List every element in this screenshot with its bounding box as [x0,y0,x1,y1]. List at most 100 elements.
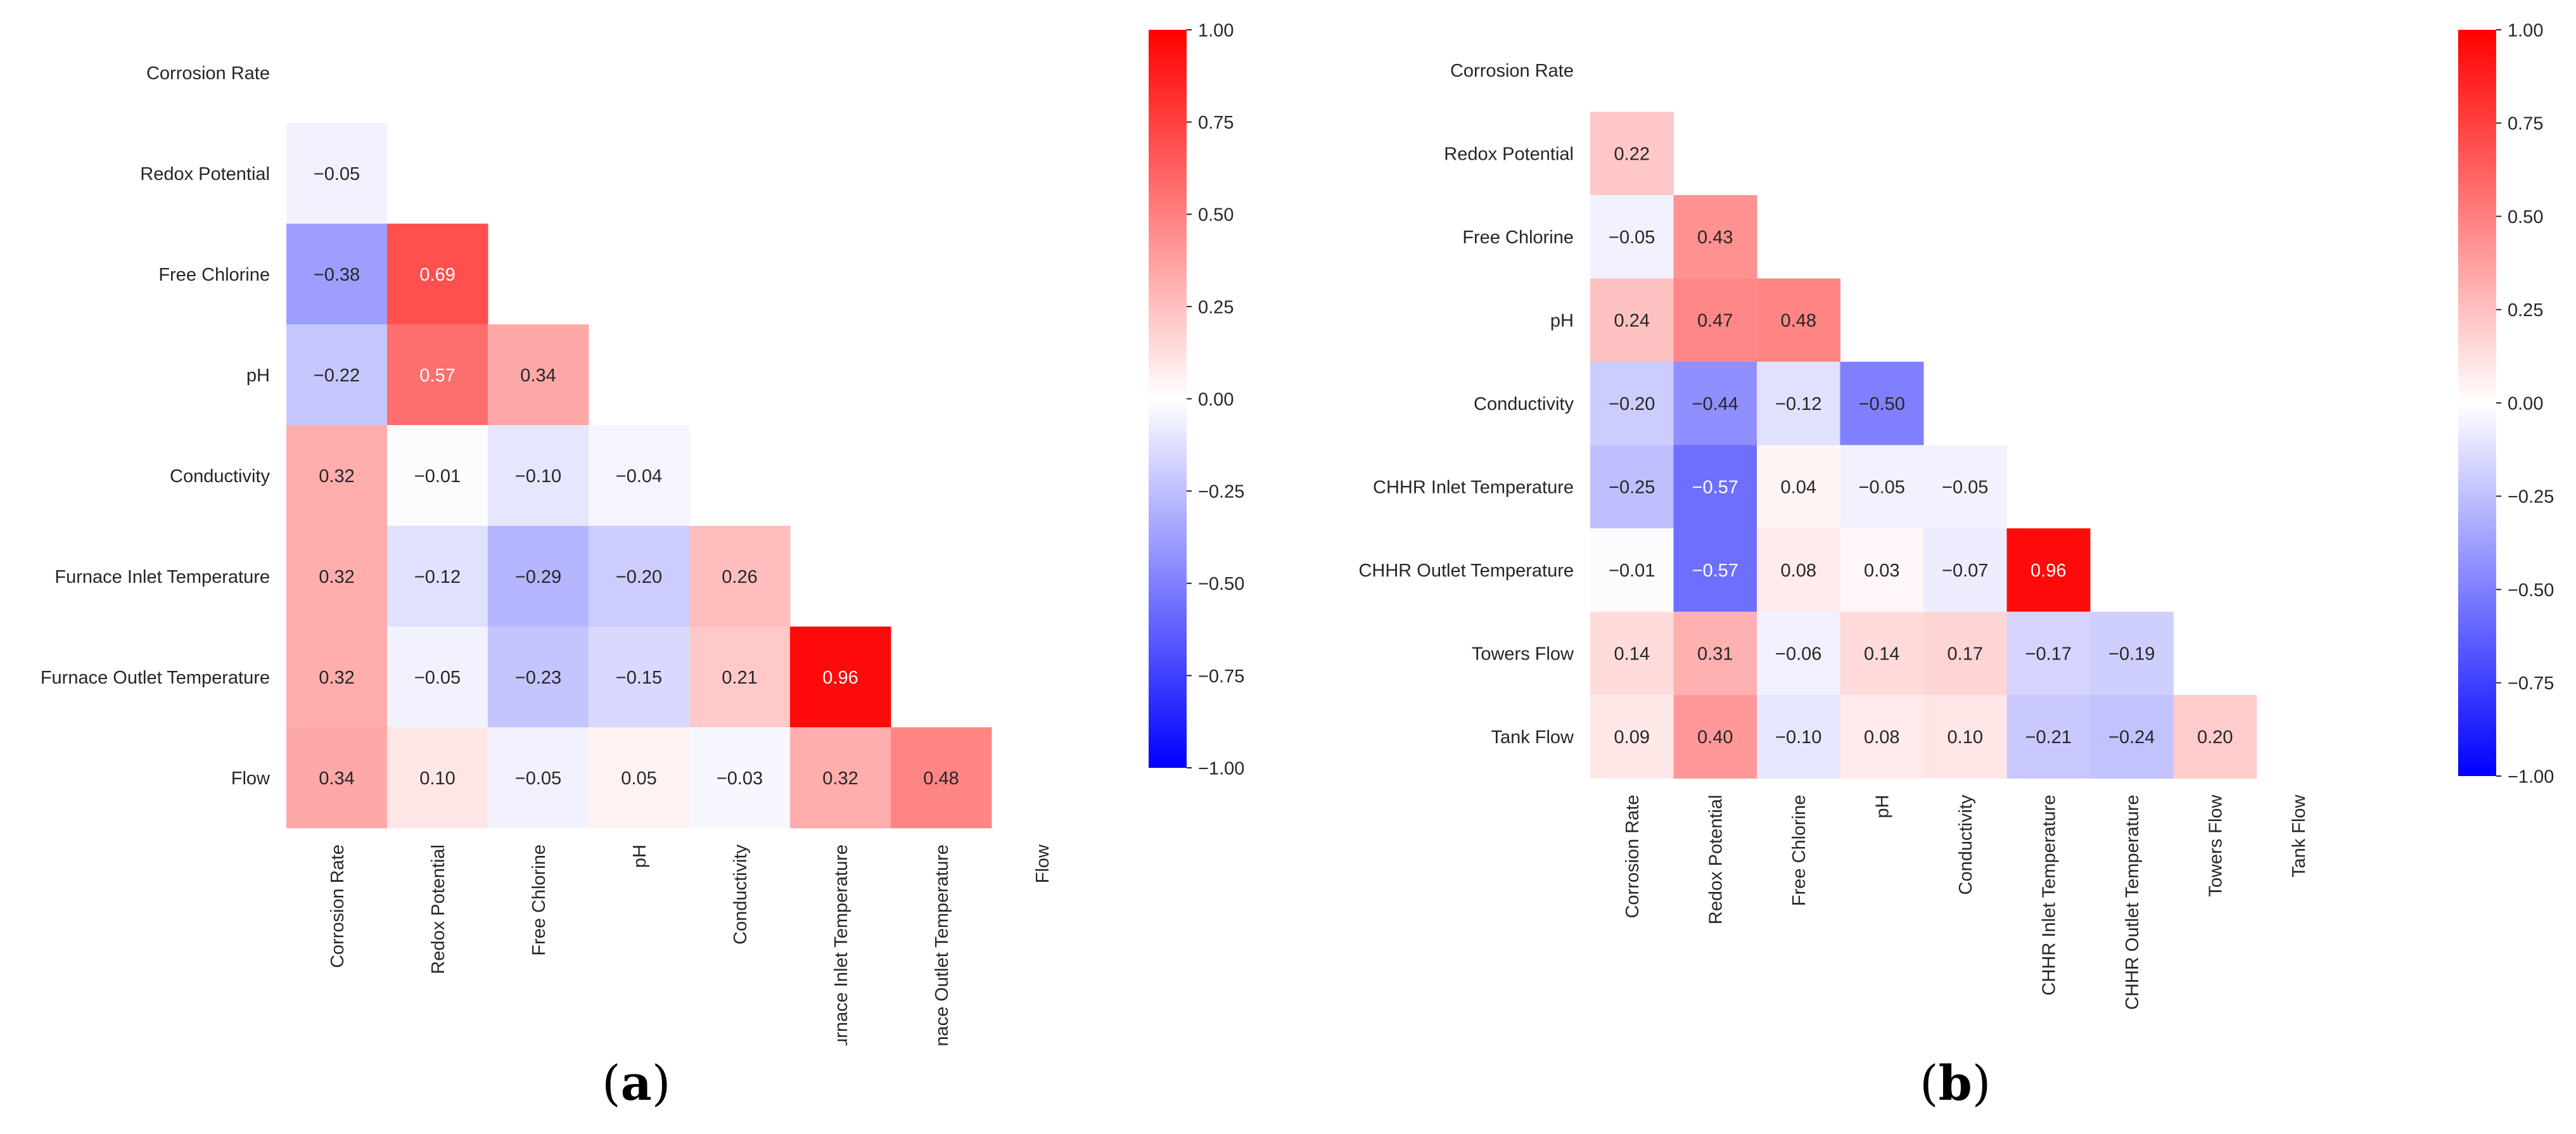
heatmap-a-col-label-2: Free Chlorine [529,844,549,956]
heatmap-b-cell-6-5 [2006,528,2091,612]
heatmap-b-cell-5-1 [1673,445,1757,529]
heatmap-a-cell-label-5-4: 0.26 [722,567,757,587]
heatmap-a-row-label-1: Redox Potential [140,164,270,184]
heatmap-a-cell-5-2 [488,526,589,627]
heatmap-a-cell-label-3-1: 0.57 [419,366,455,386]
heatmap-b-col-label-7: Towers Flow [2206,794,2226,896]
heatmap-a-row-label-7: Flow [231,768,271,789]
heatmap-b-col-label-0: Corrosion Rate [1623,795,1643,919]
heatmap-a-cell-7-0 [286,727,388,829]
heatmap-b-row-label-3: pH [1550,311,1574,331]
heatmap-a-cell-label-6-0: 0.32 [319,668,354,688]
heatmap-a-cell-6-1 [387,627,488,728]
heatmap-b-row-label-4: Conductivity [1474,394,1574,414]
heatmap-b-cell-4-1 [1673,362,1757,445]
heatmap-a-cell-3-1 [387,324,488,426]
colorbar-a-tick-label-4: 0.00 [1198,390,1234,410]
heatmap-b-cell-3-0 [1590,278,1674,362]
heatmap-b-cell-2-1 [1673,195,1757,279]
heatmap-b-row-label-2: Free Chlorine [1462,227,1574,248]
heatmap-b: 0.22 −0.05 0.43 0.24 0.47 0.48 −0.20 −0.44 −0.12… [1358,20,2554,1010]
heatmap-b-cell-1-0 [1590,111,1674,196]
heatmap-a-cell-2-1 [387,224,488,325]
heatmap-a-row-label-3: pH [246,366,270,386]
heatmap-b-cell-label-7-5: −0.17 [2025,644,2072,665]
colorbar-b-tick-label-7: −0.75 [2508,673,2554,694]
heatmap-b-cell-label-7-3: 0.14 [1864,644,1899,665]
heatmap-a-cell-label-7-3: 0.05 [621,768,656,789]
heatmap-b-cell-4-2 [1757,362,1840,445]
heatmap-a-cell-label-7-2: −0.05 [515,768,561,789]
heatmap-a-cell-label-5-1: −0.12 [414,567,461,587]
heatmap-b-cell-label-8-0: 0.09 [1614,727,1650,748]
heatmap-a-cell-label-4-3: −0.04 [616,466,662,487]
heatmap-b-cell-7-6 [2090,611,2174,696]
heatmap-b-cell-label-7-6: −0.19 [2108,644,2155,665]
heatmap-b-cell-label-7-1: 0.31 [1697,644,1733,665]
colorbar-a-tick-label-2: 0.50 [1198,205,1234,226]
heatmap-a-row-label-6: Furnace Outlet Temperature [41,668,270,688]
heatmap-b-cell-label-5-0: −0.25 [1609,478,1655,498]
heatmap-b-cell-6-0 [1590,528,1674,612]
heatmap-a-cell-7-3 [589,727,690,829]
heatmap-b-cell-label-6-0: −0.01 [1609,561,1655,581]
heatmap-a-cell-4-3 [589,425,690,526]
heatmap-b-cell-label-6-2: 0.08 [1781,561,1816,581]
heatmap-b-row-label-1: Redox Potential [1444,144,1574,165]
heatmap-b-row-label-0: Corrosion Rate [1450,61,1574,81]
heatmap-b-cell-label-6-5: 0.96 [2031,561,2066,581]
heatmap-b-cell-label-8-7: 0.20 [2197,727,2233,748]
heatmap-a-col-label-3: pH [630,844,650,868]
heatmap-a: −0.05 −0.38 0.69 −0.22 0.57 0.34 0.32 −0.01 −0.1… [41,20,1245,1045]
heatmap-a-cell-6-0 [286,627,388,728]
heatmap-a-col-label-4: Conductivity [730,844,751,945]
heatmap-a-cell-7-4 [689,727,791,829]
heatmap-a-cell-6-3 [589,627,690,728]
heatmap-a-cell-label-5-2: −0.29 [515,567,561,587]
heatmap-b-cell-label-8-1: 0.40 [1697,727,1733,748]
heatmap-b-cell-label-1-0: 0.22 [1614,144,1650,165]
heatmap-b-cell-label-8-3: 0.08 [1864,727,1899,748]
heatmap-a-cell-7-1 [387,727,488,829]
heatmap-b-cell-label-4-3: −0.50 [1859,394,1905,414]
heatmap-a-row-label-5: Furnace Inlet Temperature [54,567,270,587]
heatmap-b-cell-6-4 [1923,528,2007,612]
heatmap-a-cell-1-0 [286,123,388,224]
heatmap-a-cell-6-4 [689,627,791,728]
heatmap-b-col-label-2: Free Chlorine [1789,795,1809,907]
heatmap-b-cell-label-6-1: −0.57 [1692,561,1738,581]
heatmap-b-cell-label-6-4: −0.07 [1942,561,1988,581]
heatmap-a-cell-label-6-4: 0.21 [722,668,757,688]
heatmap-b-cell-4-0 [1590,362,1674,445]
heatmap-b-cell-label-7-2: −0.06 [1775,644,1821,665]
heatmap-b-cell-7-2 [1757,611,1840,696]
heatmap-a-cell-label-5-0: 0.32 [319,567,354,587]
heatmap-a-cell-2-0 [286,224,388,325]
colorbar-a-tick-label-7: −0.75 [1198,666,1244,687]
colorbar-b-tick-label-2: 0.50 [2508,207,2543,227]
heatmap-a-cell-label-6-2: −0.23 [515,668,561,688]
heatmap-b-cell-label-7-0: 0.14 [1614,644,1650,665]
heatmap-a-cell-label-6-1: −0.05 [414,668,461,688]
heatmap-b-row-label-7: Towers Flow [1472,644,1574,665]
colorbar-b [2458,30,2496,776]
heatmap-a-cell-label-7-1: 0.10 [419,768,455,789]
heatmap-b-col-label-6: CHHR Outlet Temperature [2122,795,2143,1010]
heatmap-b-cell-label-7-4: 0.17 [1948,644,1983,665]
heatmap-b-cell-label-4-1: −0.44 [1692,394,1738,414]
heatmap-a-cell-label-7-0: 0.34 [319,768,354,789]
heatmap-b-col-label-5: CHHR Inlet Temperature [2039,795,2060,996]
heatmap-a-cell-6-2 [488,627,589,728]
heatmap-b-cell-label-3-0: 0.24 [1614,311,1650,331]
heatmap-b-cell-8-2 [1757,695,1840,779]
colorbar-b-tick-label-8: −1.00 [2508,767,2554,787]
heatmap-a-cell-label-1-0: −0.05 [314,164,360,184]
heatmap-a-cell-label-3-2: 0.34 [520,366,556,386]
heatmap-b-cell-label-8-5: −0.21 [2025,727,2072,748]
heatmap-a-cell-label-2-0: −0.38 [314,265,360,285]
heatmap-a-cell-label-4-2: −0.10 [515,466,561,487]
heatmap-b-cell-3-1 [1673,278,1757,362]
heatmap-a-row-label-2: Free Chlorine [158,265,270,285]
colorbar-a [1149,30,1187,768]
heatmap-a-cell-3-0 [286,324,388,426]
